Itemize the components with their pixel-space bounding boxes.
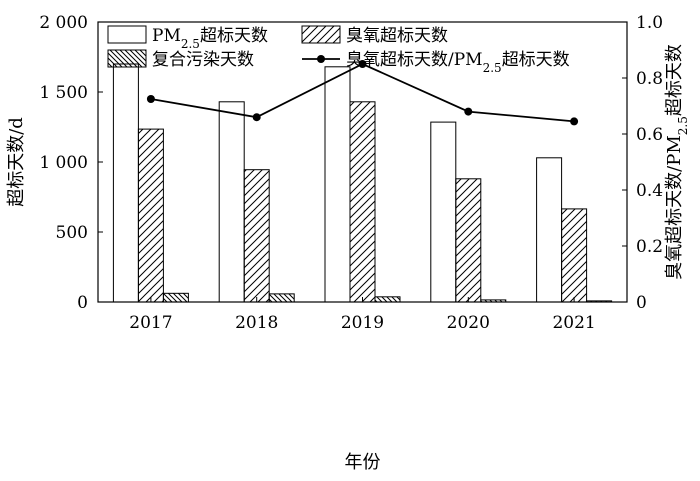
legend-label-4: 臭氧超标天数/PM2.5超标天数 bbox=[346, 50, 570, 75]
ratio-line-layer bbox=[146, 60, 579, 126]
x-tick-label: 2017 bbox=[129, 313, 172, 333]
bar-2019-series-2 bbox=[349, 101, 376, 303]
legend-swatch-1 bbox=[107, 25, 147, 44]
bars-layer bbox=[112, 63, 613, 303]
bar-2021-series-2 bbox=[561, 208, 588, 303]
x-tick-label: 2018 bbox=[235, 313, 278, 333]
bar-2017-series-3 bbox=[162, 292, 189, 303]
y2-tick-label: 0.4 bbox=[636, 181, 663, 201]
bar-2020-series-1 bbox=[430, 121, 457, 303]
ratio-point-2020 bbox=[464, 107, 473, 116]
bar-2021-series-1 bbox=[536, 157, 563, 303]
bar-2017-series-1 bbox=[112, 63, 139, 303]
y2-tick-label: 0.6 bbox=[636, 125, 663, 145]
y2-tick-label: 0 bbox=[636, 293, 647, 313]
legend-marker bbox=[317, 55, 325, 63]
ticks-layer: 0 500 1 000 1 500 2 000 0 0.2 0.4 0.6 0.8 1.0 2017 2… bbox=[39, 13, 663, 333]
bar-2018-series-2 bbox=[243, 169, 270, 303]
ratio-point-2017 bbox=[146, 95, 155, 103]
y2-tick-label: 0.8 bbox=[636, 69, 663, 89]
x-tick-label: 2019 bbox=[341, 313, 384, 333]
legend-swatch-3 bbox=[107, 49, 147, 68]
bar-2017-series-2 bbox=[137, 128, 164, 303]
y-tick-label: 1 500 bbox=[39, 83, 88, 103]
y-tick-label: 0 bbox=[77, 293, 88, 313]
ratio-point-2019 bbox=[358, 60, 367, 68]
bar-2018-series-3 bbox=[268, 293, 295, 303]
y2-tick-label: 0.2 bbox=[636, 237, 663, 257]
y-tick-label: 500 bbox=[56, 223, 88, 243]
y-tick-label: 1 000 bbox=[39, 153, 88, 173]
x-tick-label: 2020 bbox=[447, 313, 490, 333]
x-axis-title: 年份 bbox=[345, 452, 381, 473]
y-tick-label: 2 000 bbox=[39, 13, 88, 33]
ratio-point-2021 bbox=[570, 117, 579, 126]
legend-label-3: 复合污染天数 bbox=[152, 50, 254, 70]
bar-2018-series-1 bbox=[218, 101, 245, 303]
y-axis-title: 超标天数/d bbox=[6, 117, 27, 207]
legend-label-1: PM2.5超标天数 bbox=[152, 26, 268, 51]
legend-swatch-2 bbox=[301, 25, 341, 44]
legend-label-2: 臭氧超标天数 bbox=[346, 26, 448, 46]
y2-axis-title: 臭氧超标天数/PM2.5超标天数 bbox=[664, 44, 690, 280]
ratio-point-2018 bbox=[252, 113, 261, 122]
bar-2020-series-2 bbox=[455, 178, 482, 303]
x-tick-label: 2021 bbox=[552, 313, 595, 333]
bar-2019-series-3 bbox=[374, 296, 401, 303]
y2-tick-label: 1.0 bbox=[636, 13, 663, 33]
bar-2019-series-1 bbox=[324, 66, 351, 303]
